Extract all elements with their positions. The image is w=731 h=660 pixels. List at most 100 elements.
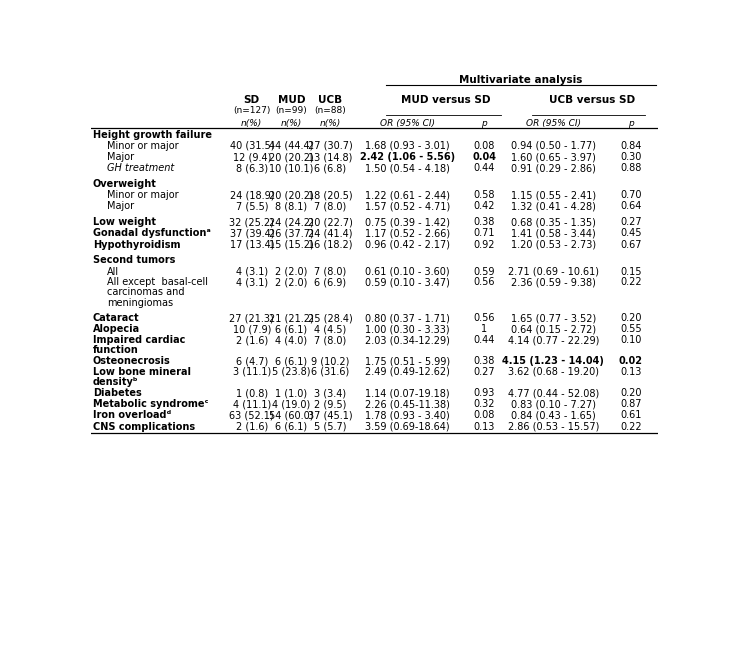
Text: 1.32 (0.41 - 4.28): 1.32 (0.41 - 4.28) xyxy=(511,201,596,211)
Text: 0.70: 0.70 xyxy=(620,190,642,200)
Text: 4 (11.1): 4 (11.1) xyxy=(232,399,271,409)
Text: 1.15 (0.55 - 2.41): 1.15 (0.55 - 2.41) xyxy=(511,190,596,200)
Text: 27 (30.7): 27 (30.7) xyxy=(308,141,352,151)
Text: 2.36 (0.59 - 9.38): 2.36 (0.59 - 9.38) xyxy=(511,277,596,287)
Text: 0.32: 0.32 xyxy=(474,399,495,409)
Text: 0.27: 0.27 xyxy=(620,217,642,227)
Text: 0.59 (0.10 - 3.47): 0.59 (0.10 - 3.47) xyxy=(366,277,450,287)
Text: 0.15: 0.15 xyxy=(620,267,642,277)
Text: 1.14 (0.07-19.18): 1.14 (0.07-19.18) xyxy=(366,388,450,398)
Text: 27 (21.3): 27 (21.3) xyxy=(230,313,274,323)
Text: 4 (4.0): 4 (4.0) xyxy=(276,335,308,345)
Text: 2 (2.0): 2 (2.0) xyxy=(275,277,308,287)
Text: Major: Major xyxy=(107,201,134,211)
Text: 0.56: 0.56 xyxy=(474,277,495,287)
Text: Minor or major: Minor or major xyxy=(107,190,178,200)
Text: Diabetes: Diabetes xyxy=(93,388,142,398)
Text: 1.60 (0.65 - 3.97): 1.60 (0.65 - 3.97) xyxy=(511,152,596,162)
Text: 0.56: 0.56 xyxy=(474,313,495,323)
Text: 6 (31.6): 6 (31.6) xyxy=(311,367,349,377)
Text: 2.71 (0.69 - 10.61): 2.71 (0.69 - 10.61) xyxy=(508,267,599,277)
Text: 2 (1.6): 2 (1.6) xyxy=(235,422,268,432)
Text: 0.80 (0.37 - 1.71): 0.80 (0.37 - 1.71) xyxy=(366,313,450,323)
Text: 1.00 (0.30 - 3.33): 1.00 (0.30 - 3.33) xyxy=(366,324,450,334)
Text: 0.94 (0.50 - 1.77): 0.94 (0.50 - 1.77) xyxy=(511,141,596,151)
Text: 0.02: 0.02 xyxy=(618,356,643,366)
Text: 7 (5.5): 7 (5.5) xyxy=(235,201,268,211)
Text: 17 (13.4): 17 (13.4) xyxy=(230,240,274,249)
Text: n(%): n(%) xyxy=(241,119,262,127)
Text: 6 (6.9): 6 (6.9) xyxy=(314,277,346,287)
Text: 6 (6.1): 6 (6.1) xyxy=(276,324,308,334)
Text: Alopecia: Alopecia xyxy=(93,324,140,334)
Text: n(%): n(%) xyxy=(319,119,341,127)
Text: 1.65 (0.77 - 3.52): 1.65 (0.77 - 3.52) xyxy=(511,313,596,323)
Text: 1.78 (0.93 - 3.40): 1.78 (0.93 - 3.40) xyxy=(366,411,450,420)
Text: 8 (8.1): 8 (8.1) xyxy=(276,201,308,211)
Text: 10 (10.1): 10 (10.1) xyxy=(269,163,314,174)
Text: 0.91 (0.29 - 2.86): 0.91 (0.29 - 2.86) xyxy=(511,163,596,174)
Text: 3.62 (0.68 - 19.20): 3.62 (0.68 - 19.20) xyxy=(508,367,599,377)
Text: 0.64 (0.15 - 2.72): 0.64 (0.15 - 2.72) xyxy=(511,324,596,334)
Text: 25 (28.4): 25 (28.4) xyxy=(308,313,352,323)
Text: 7 (8.0): 7 (8.0) xyxy=(314,335,346,345)
Text: 0.75 (0.39 - 1.42): 0.75 (0.39 - 1.42) xyxy=(365,217,450,227)
Text: 7 (8.0): 7 (8.0) xyxy=(314,201,346,211)
Text: (n=99): (n=99) xyxy=(276,106,307,114)
Text: Metabolic syndromeᶜ: Metabolic syndromeᶜ xyxy=(93,399,208,409)
Text: 4.15 (1.23 - 14.04): 4.15 (1.23 - 14.04) xyxy=(502,356,605,366)
Text: 20 (20.2): 20 (20.2) xyxy=(269,190,314,200)
Text: Iron overloadᵈ: Iron overloadᵈ xyxy=(93,411,171,420)
Text: p: p xyxy=(628,119,634,127)
Text: densityᵇ: densityᵇ xyxy=(93,378,138,387)
Text: 0.59: 0.59 xyxy=(474,267,495,277)
Text: n(%): n(%) xyxy=(281,119,302,127)
Text: Overweight: Overweight xyxy=(93,179,157,189)
Text: 0.42: 0.42 xyxy=(474,201,495,211)
Text: p: p xyxy=(482,119,487,127)
Text: OR (95% CI): OR (95% CI) xyxy=(380,119,435,127)
Text: 0.13: 0.13 xyxy=(474,422,495,432)
Text: UCB: UCB xyxy=(318,95,342,105)
Text: 0.10: 0.10 xyxy=(620,335,642,345)
Text: 44 (44.4): 44 (44.4) xyxy=(269,141,314,151)
Text: 0.55: 0.55 xyxy=(620,324,642,334)
Text: 0.64: 0.64 xyxy=(620,201,642,211)
Text: 24 (18.9): 24 (18.9) xyxy=(230,190,274,200)
Text: 37 (45.1): 37 (45.1) xyxy=(308,411,352,420)
Text: 63 (52.1): 63 (52.1) xyxy=(230,411,274,420)
Text: 1.57 (0.52 - 4.71): 1.57 (0.52 - 4.71) xyxy=(365,201,450,211)
Text: 4 (4.5): 4 (4.5) xyxy=(314,324,346,334)
Text: (n=88): (n=88) xyxy=(314,106,346,114)
Text: 18 (20.5): 18 (20.5) xyxy=(308,190,352,200)
Text: 4.14 (0.77 - 22.29): 4.14 (0.77 - 22.29) xyxy=(507,335,599,345)
Text: 1.20 (0.53 - 2.73): 1.20 (0.53 - 2.73) xyxy=(511,240,596,249)
Text: 4 (3.1): 4 (3.1) xyxy=(235,277,268,287)
Text: 1: 1 xyxy=(481,324,488,334)
Text: 8 (6.3): 8 (6.3) xyxy=(235,163,268,174)
Text: 0.38: 0.38 xyxy=(474,356,495,366)
Text: 16 (18.2): 16 (18.2) xyxy=(308,240,352,249)
Text: 26 (37.7): 26 (37.7) xyxy=(269,228,314,238)
Text: 0.58: 0.58 xyxy=(474,190,495,200)
Text: 0.88: 0.88 xyxy=(620,163,642,174)
Text: 32 (25.2): 32 (25.2) xyxy=(230,217,274,227)
Text: 6 (4.7): 6 (4.7) xyxy=(235,356,268,366)
Text: 0.44: 0.44 xyxy=(474,163,495,174)
Text: 0.92: 0.92 xyxy=(474,240,495,249)
Text: All except  basal-cell: All except basal-cell xyxy=(107,277,208,287)
Text: 2 (1.6): 2 (1.6) xyxy=(235,335,268,345)
Text: 0.87: 0.87 xyxy=(620,399,642,409)
Text: 21 (21.2): 21 (21.2) xyxy=(269,313,314,323)
Text: 4 (19.0): 4 (19.0) xyxy=(272,399,311,409)
Text: Osteonecrosis: Osteonecrosis xyxy=(93,356,170,366)
Text: 6 (6.1): 6 (6.1) xyxy=(276,356,308,366)
Text: Hypothyroidism: Hypothyroidism xyxy=(93,240,181,249)
Text: 10 (7.9): 10 (7.9) xyxy=(232,324,271,334)
Text: 2.03 (0.34-12.29): 2.03 (0.34-12.29) xyxy=(366,335,450,345)
Text: 0.71: 0.71 xyxy=(474,228,495,238)
Text: OR (95% CI): OR (95% CI) xyxy=(526,119,580,127)
Text: function: function xyxy=(93,345,139,356)
Text: 0.04: 0.04 xyxy=(472,152,496,162)
Text: 0.61 (0.10 - 3.60): 0.61 (0.10 - 3.60) xyxy=(366,267,450,277)
